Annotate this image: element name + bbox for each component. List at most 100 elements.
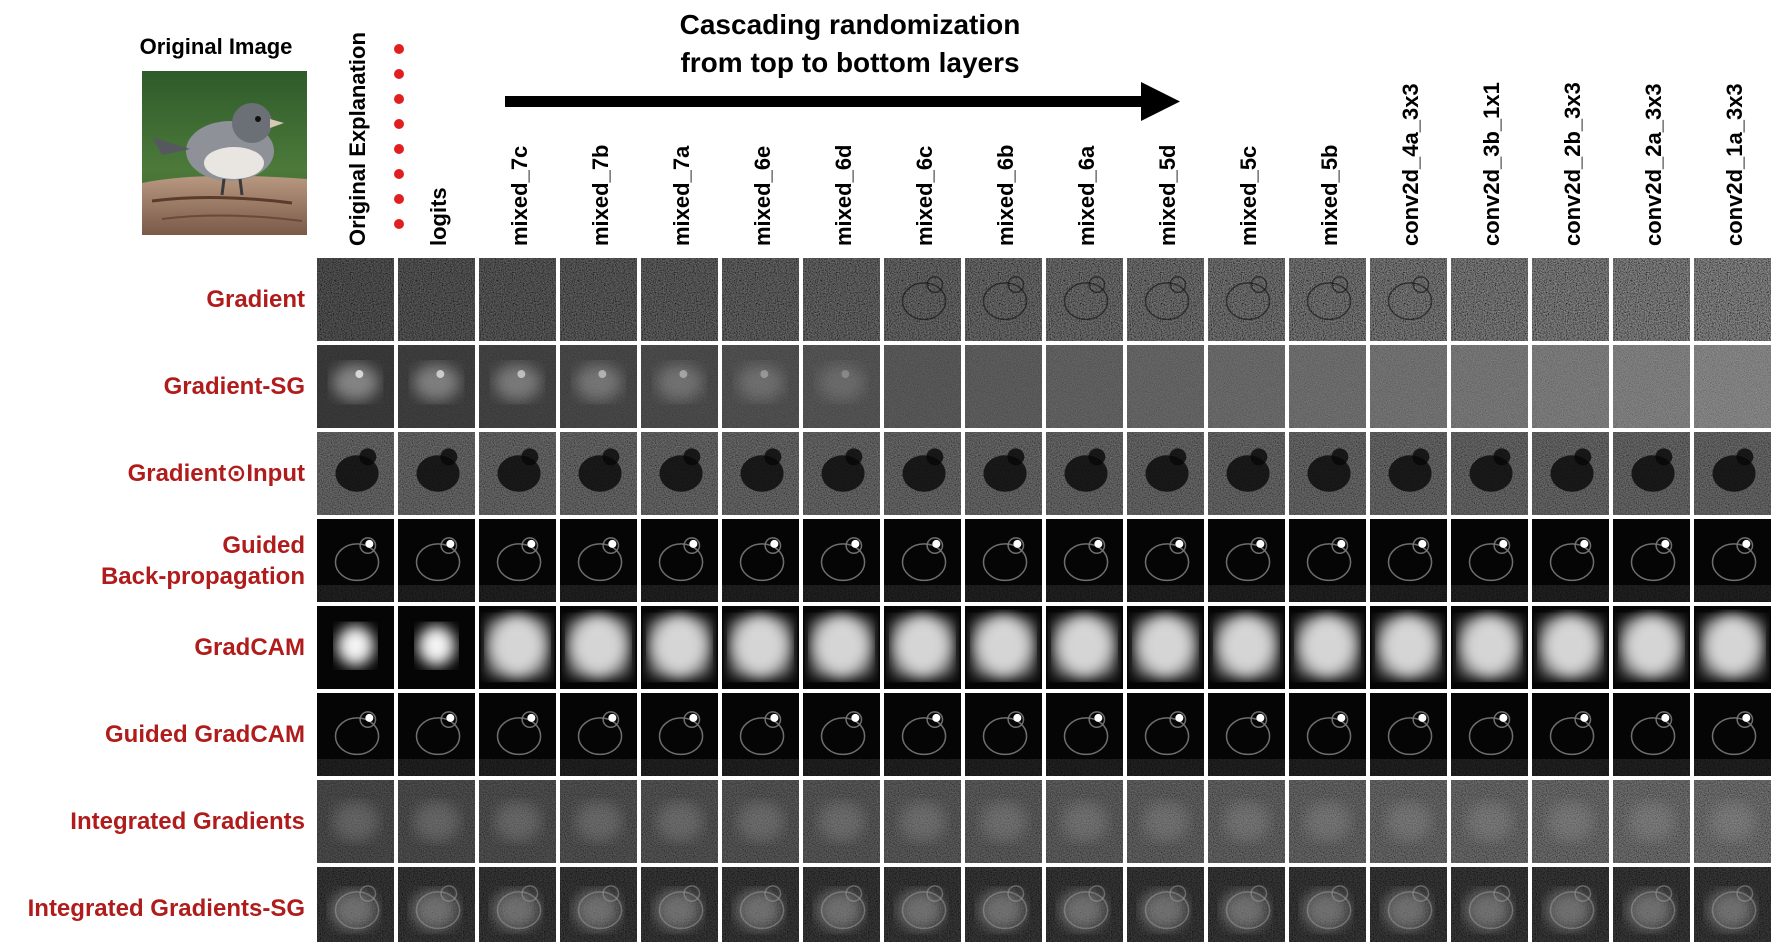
saliency-cell — [641, 867, 718, 942]
saliency-cell — [722, 780, 799, 863]
saliency-cell — [1289, 258, 1366, 341]
saliency-cell — [1370, 693, 1447, 776]
saliency-cell — [803, 432, 880, 515]
column-label-text: conv2d_2b_3x3 — [1559, 82, 1587, 246]
column-label-text: mixed_7c — [506, 146, 534, 246]
saliency-cell — [479, 345, 556, 428]
saliency-cell — [479, 258, 556, 341]
saliency-cell — [398, 693, 475, 776]
saliency-cell — [1289, 867, 1366, 942]
column-label-text: mixed_6d — [830, 145, 858, 247]
saliency-cell — [1046, 780, 1123, 863]
saliency-cell — [884, 519, 961, 602]
saliency-cell — [803, 345, 880, 428]
saliency-cell — [1370, 780, 1447, 863]
saliency-cell — [317, 867, 394, 942]
saliency-cell — [1694, 867, 1771, 942]
saliency-cell — [1046, 867, 1123, 942]
row-label: Guided GradCAM — [0, 719, 305, 750]
saliency-cell — [884, 345, 961, 428]
saliency-cell — [965, 606, 1042, 689]
saliency-cell — [1208, 258, 1285, 341]
saliency-cell — [1289, 693, 1366, 776]
saliency-cell — [722, 345, 799, 428]
saliency-cell — [1289, 432, 1366, 515]
column-label-text: mixed_6b — [992, 145, 1020, 247]
saliency-cell — [317, 345, 394, 428]
saliency-cell — [1046, 519, 1123, 602]
saliency-cell — [884, 606, 961, 689]
saliency-cell — [722, 606, 799, 689]
saliency-cell — [398, 519, 475, 602]
saliency-cell — [479, 432, 556, 515]
saliency-cell — [560, 345, 637, 428]
saliency-cell — [1613, 519, 1690, 602]
saliency-cell — [1370, 606, 1447, 689]
saliency-cell — [479, 519, 556, 602]
saliency-cell — [965, 432, 1042, 515]
saliency-cell — [398, 432, 475, 515]
saliency-cell — [1451, 780, 1528, 863]
saliency-cell — [1451, 432, 1528, 515]
saliency-cell — [1127, 867, 1204, 942]
saliency-cell — [965, 693, 1042, 776]
saliency-cell — [1694, 345, 1771, 428]
saliency-cell — [398, 345, 475, 428]
saliency-cell — [1208, 519, 1285, 602]
column-label-text: mixed_7b — [587, 145, 615, 247]
saliency-cell — [1694, 780, 1771, 863]
saliency-cell — [803, 693, 880, 776]
saliency-cell — [398, 867, 475, 942]
row-label: Gradient⊙Input — [0, 458, 305, 489]
saliency-cell — [1694, 258, 1771, 341]
saliency-cell — [1127, 432, 1204, 515]
column-label-text: mixed_7a — [668, 146, 696, 246]
saliency-cell — [317, 780, 394, 863]
saliency-cell — [1451, 606, 1528, 689]
right-arrow-icon — [505, 82, 1185, 122]
saliency-cell — [1208, 693, 1285, 776]
original-image-title: Original Image — [126, 34, 306, 60]
saliency-cell — [803, 780, 880, 863]
saliency-cell — [560, 258, 637, 341]
row-label-line: Guided — [0, 530, 305, 561]
saliency-cell — [560, 432, 637, 515]
saliency-cell — [1127, 780, 1204, 863]
saliency-cell — [641, 606, 718, 689]
column-label-text: mixed_6a — [1073, 146, 1101, 246]
row-label-line: GradCAM — [0, 632, 305, 663]
saliency-cell — [1532, 432, 1609, 515]
saliency-cell — [884, 693, 961, 776]
saliency-cell — [1046, 345, 1123, 428]
saliency-cell — [1532, 780, 1609, 863]
saliency-cell — [1127, 693, 1204, 776]
saliency-cell — [398, 258, 475, 341]
row-label: Gradient-SG — [0, 371, 305, 402]
column-label-text: mixed_5c — [1235, 146, 1263, 246]
saliency-cell — [1613, 258, 1690, 341]
saliency-cell — [641, 258, 718, 341]
saliency-cell — [1046, 606, 1123, 689]
saliency-cell — [1208, 867, 1285, 942]
saliency-cell — [641, 780, 718, 863]
saliency-cell — [317, 258, 394, 341]
saliency-cell — [1289, 519, 1366, 602]
saliency-cell — [1451, 345, 1528, 428]
row-label: Integrated Gradients — [0, 806, 305, 837]
saliency-cell — [722, 519, 799, 602]
saliency-cell — [1127, 258, 1204, 341]
saliency-cell — [560, 780, 637, 863]
column-label-text: conv2d_1a_3x3 — [1721, 83, 1749, 246]
column-label-text: mixed_5d — [1154, 145, 1182, 247]
saliency-cell — [803, 519, 880, 602]
saliency-cell — [317, 693, 394, 776]
saliency-cell — [1046, 432, 1123, 515]
saliency-cell — [479, 867, 556, 942]
row-label: Gradient — [0, 284, 305, 315]
saliency-cell — [1613, 867, 1690, 942]
column-label-text: conv2d_4a_3x3 — [1397, 83, 1425, 246]
saliency-cell — [398, 606, 475, 689]
saliency-cell — [1694, 432, 1771, 515]
row-label: Integrated Gradients-SG — [0, 893, 305, 924]
saliency-cell — [803, 606, 880, 689]
